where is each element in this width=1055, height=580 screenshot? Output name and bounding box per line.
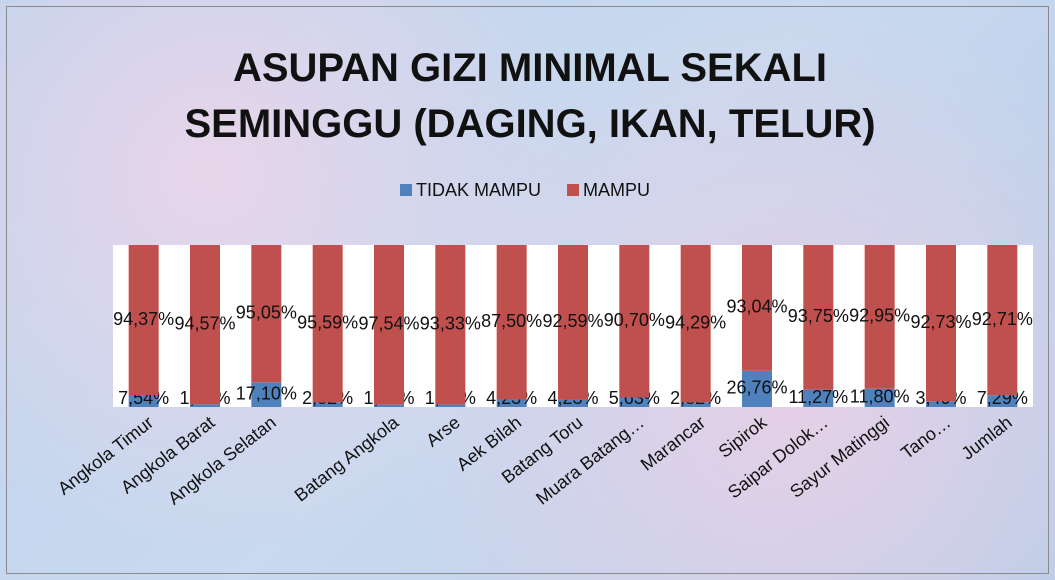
x-tick-label: Batang Angkola bbox=[291, 412, 403, 506]
data-label: 94,29% bbox=[665, 312, 726, 332]
bar-segment bbox=[190, 245, 220, 405]
x-tick-label: Sipirok bbox=[715, 412, 771, 462]
data-label: 92,71% bbox=[972, 309, 1033, 329]
bar-segment bbox=[128, 245, 159, 396]
data-label: 94,37% bbox=[113, 309, 174, 329]
bar-segment bbox=[435, 404, 466, 407]
data-label: 92,73% bbox=[910, 312, 971, 332]
data-label: 11,80% bbox=[850, 387, 910, 407]
bar-segment bbox=[864, 388, 895, 407]
data-label: 95,59% bbox=[297, 312, 358, 332]
data-label: 94,57% bbox=[174, 313, 235, 333]
data-label: 93,75% bbox=[788, 306, 849, 326]
bar-segment bbox=[864, 245, 895, 389]
data-label: 92,59% bbox=[542, 311, 603, 331]
bar-segment bbox=[619, 245, 650, 398]
bar-segment bbox=[312, 402, 343, 407]
bar-segment bbox=[251, 382, 282, 407]
bar-segment bbox=[680, 402, 711, 407]
data-label: 97,54% bbox=[358, 314, 419, 334]
x-tick-label: Jumlah bbox=[958, 412, 1016, 463]
chart-title: ASUPAN GIZI MINIMAL SEKALI SEMINGGU (DAG… bbox=[184, 46, 876, 146]
bar-segment bbox=[374, 404, 404, 407]
data-label: 87,50% bbox=[481, 311, 542, 331]
bar-segment bbox=[558, 399, 588, 407]
bar-segment bbox=[251, 245, 282, 383]
x-tick-label: Muara Batang… bbox=[532, 412, 648, 508]
bar-segment bbox=[742, 370, 772, 407]
bar-segment bbox=[312, 245, 343, 403]
legend-swatch bbox=[567, 184, 580, 196]
data-label: 90,70% bbox=[604, 310, 665, 330]
bar-segment bbox=[558, 245, 588, 400]
bar-segment bbox=[190, 404, 220, 407]
data-label: 93,04% bbox=[726, 297, 787, 317]
x-tick-label: Marancar bbox=[637, 412, 709, 475]
data-label: 11,27% bbox=[788, 387, 848, 407]
data-label: 26,76% bbox=[726, 378, 787, 398]
bar-segment bbox=[128, 395, 159, 407]
bar-segment bbox=[926, 245, 956, 402]
bar-segment bbox=[680, 245, 711, 403]
chart-border bbox=[6, 6, 1049, 574]
bar-segment bbox=[435, 245, 466, 405]
bar-segment bbox=[374, 245, 404, 405]
bar-segment bbox=[619, 397, 650, 407]
legend-label: MAMPU bbox=[583, 180, 650, 200]
bar-segment bbox=[803, 389, 834, 407]
data-label: 92,95% bbox=[849, 306, 910, 326]
legend-label: TIDAK MAMPU bbox=[416, 180, 541, 200]
bar-segment bbox=[987, 395, 1018, 407]
x-tick-label: Arse bbox=[422, 412, 463, 451]
bar-segment bbox=[803, 245, 834, 390]
bar-segment bbox=[496, 399, 527, 407]
data-label: 93,33% bbox=[420, 314, 481, 334]
legend-swatch bbox=[400, 184, 412, 196]
bar-segment bbox=[496, 245, 527, 400]
data-label: 95,05% bbox=[236, 302, 297, 322]
bar-segment bbox=[926, 401, 956, 407]
data-label: 17,10% bbox=[236, 383, 297, 403]
bar-segment bbox=[742, 245, 772, 371]
bar-segment bbox=[987, 245, 1018, 396]
x-tick-label: Tano… bbox=[897, 412, 954, 463]
x-tick-label: Angkola Selatan bbox=[164, 412, 280, 508]
